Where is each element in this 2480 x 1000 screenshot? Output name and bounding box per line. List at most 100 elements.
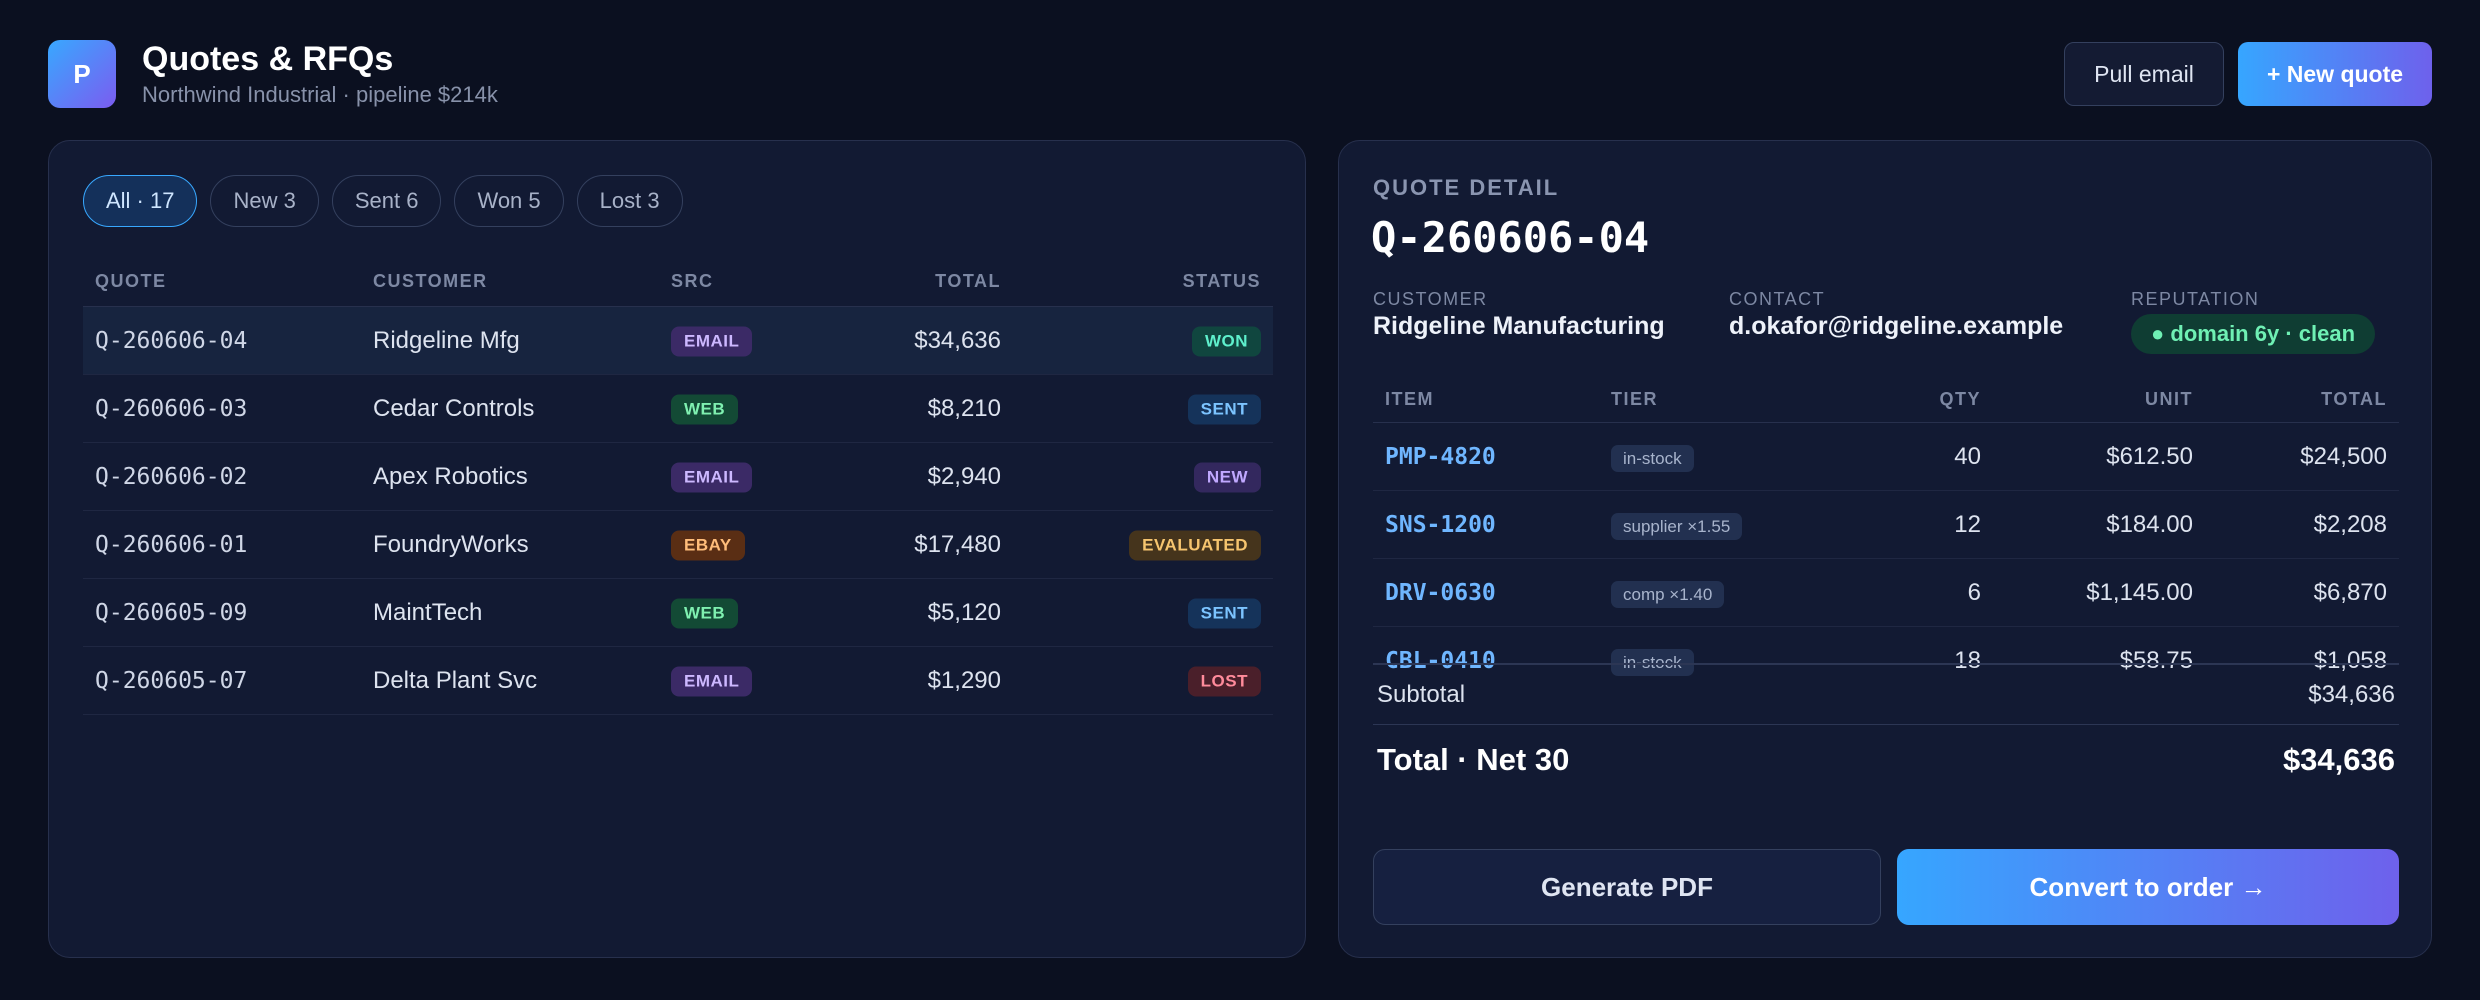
col-qty: QTY: [1939, 389, 1981, 409]
quotes-table-header: QUOTE CUSTOMER SRC TOTAL STATUS: [83, 257, 1273, 307]
detail-section-label: QUOTE DETAIL: [1373, 175, 1560, 200]
customer-name: Apex Robotics: [373, 462, 528, 490]
col-item: ITEM: [1385, 389, 1434, 409]
col-status[interactable]: STATUS: [1182, 271, 1261, 291]
item-unit-price: $58.75: [2119, 647, 2193, 674]
col-total[interactable]: TOTAL: [935, 271, 1001, 291]
table-row[interactable]: Q-260606-01 FoundryWorks EBAY $17,480 EV…: [83, 511, 1273, 579]
source-badge: EMAIL: [671, 462, 753, 492]
source-badge: EMAIL: [671, 666, 753, 696]
item-line-total: $24,500: [2300, 442, 2387, 470]
generate-pdf-button[interactable]: Generate PDF: [1373, 849, 1881, 925]
status-badge: LOST: [1187, 666, 1261, 696]
col-src[interactable]: SRC: [671, 271, 714, 291]
item-line-total: $6,870: [2313, 578, 2387, 606]
item-unit-price: $1,145.00: [2086, 578, 2193, 606]
quote-total: $5,120: [927, 598, 1001, 626]
customer-name: Delta Plant Svc: [373, 666, 538, 694]
tier-badge: in-stock: [1611, 444, 1694, 472]
filter-won[interactable]: Won 5: [454, 175, 564, 227]
detail-quote-id: Q-260606-04: [1371, 213, 1650, 262]
line-item-row[interactable]: PMP-4820 in-stock 40 $612.50 $24,500: [1373, 423, 2399, 491]
source-badge: EBAY: [671, 530, 745, 560]
quote-id: Q-260606-02: [95, 463, 248, 490]
item-unit-price: $612.50: [2106, 442, 2193, 470]
item-qty: 40: [1954, 442, 1981, 470]
item-sku[interactable]: DRV-0630: [1385, 579, 1496, 606]
subtotal-value: $34,636: [2308, 680, 2395, 708]
filter-new[interactable]: New 3: [210, 175, 319, 227]
status-badge: WON: [1191, 326, 1261, 356]
table-row[interactable]: Q-260605-09 MaintTech WEB $5,120 SENT: [83, 579, 1273, 647]
item-sku[interactable]: PMP-4820: [1385, 443, 1496, 470]
customer-meta: CUSTOMER Ridgeline Manufacturing: [1373, 289, 1665, 341]
quote-total: $8,210: [927, 394, 1001, 422]
item-line-total: $2,208: [2313, 510, 2387, 538]
source-badge: EMAIL: [671, 326, 753, 356]
pull-email-button[interactable]: Pull email: [2064, 42, 2224, 106]
line-item-row[interactable]: SNS-1200 supplier ×1.55 12 $184.00 $2,20…: [1373, 491, 2399, 559]
col-quote[interactable]: QUOTE: [95, 271, 167, 291]
app-logo: P: [48, 40, 116, 108]
col-customer[interactable]: CUSTOMER: [373, 271, 488, 291]
status-filters: All · 17 New 3 Sent 6 Won 5 Lost 3: [83, 175, 683, 227]
quote-id: Q-260605-09: [95, 599, 248, 626]
line-item-row[interactable]: DRV-0630 comp ×1.40 6 $1,145.00 $6,870: [1373, 559, 2399, 627]
tier-badge: supplier ×1.55: [1611, 512, 1743, 540]
col-line-total: TOTAL: [2321, 389, 2387, 409]
customer-name: Cedar Controls: [373, 394, 535, 422]
quote-id: Q-260606-01: [95, 531, 248, 558]
status-badge: NEW: [1193, 462, 1261, 492]
tier-badge: in-stock: [1611, 649, 1694, 676]
page-header: P Quotes & RFQs Northwind Industrial · p…: [48, 40, 2432, 110]
quote-id: Q-260606-03: [95, 395, 248, 422]
status-badge: SENT: [1187, 394, 1261, 424]
status-badge: SENT: [1187, 598, 1261, 628]
quote-total: $2,940: [927, 462, 1001, 490]
item-line-total: $1,058: [2313, 647, 2387, 674]
filter-lost[interactable]: Lost 3: [576, 175, 683, 227]
item-sku[interactable]: CBL-0410: [1385, 648, 1496, 674]
quotes-list-panel: All · 17 New 3 Sent 6 Won 5 Lost 3 QUOTE…: [48, 140, 1306, 958]
status-badge: EVALUATED: [1129, 530, 1261, 560]
reputation-meta: REPUTATION ● domain 6y · clean: [2131, 289, 2376, 354]
item-qty: 12: [1954, 510, 1981, 538]
col-unit: UNIT: [2145, 389, 2193, 409]
contact-value[interactable]: d.okafor@ridgeline.example: [1729, 312, 2064, 340]
contact-meta: CONTACT d.okafor@ridgeline.example: [1729, 289, 2063, 341]
total-label: Total · Net 30: [1377, 742, 1570, 777]
col-tier: TIER: [1611, 389, 1659, 409]
customer-label: CUSTOMER: [1373, 289, 1488, 309]
new-quote-button[interactable]: + New quote: [2238, 42, 2432, 106]
contact-label: CONTACT: [1729, 289, 1826, 309]
total-value: $34,636: [2282, 742, 2395, 777]
page-subtitle: Northwind Industrial · pipeline $214k: [142, 82, 498, 107]
source-badge: WEB: [671, 394, 739, 424]
line-item-row[interactable]: CBL-0410 in-stock 18 $58.75 $1,058: [1373, 627, 2399, 695]
total-row: Total · Net 30 $34,636: [1373, 725, 2399, 795]
reputation-label: REPUTATION: [2131, 289, 2260, 309]
filter-all[interactable]: All · 17: [83, 175, 198, 227]
customer-name: Ridgeline Mfg: [373, 326, 520, 354]
quote-id: Q-260605-07: [95, 667, 248, 694]
item-qty: 6: [1967, 578, 1981, 606]
table-row[interactable]: Q-260606-03 Cedar Controls WEB $8,210 SE…: [83, 375, 1273, 443]
customer-name: FoundryWorks: [373, 530, 529, 558]
page-title: Quotes & RFQs: [142, 40, 394, 78]
line-items-table: ITEM TIER QTY UNIT TOTAL PMP-4820 in-sto…: [1373, 373, 2399, 695]
reputation-badge: ● domain 6y · clean: [2131, 314, 2376, 354]
table-row[interactable]: Q-260605-07 Delta Plant Svc EMAIL $1,290…: [83, 647, 1273, 715]
item-unit-price: $184.00: [2106, 510, 2193, 538]
table-row[interactable]: Q-260606-02 Apex Robotics EMAIL $2,940 N…: [83, 443, 1273, 511]
quotes-table: QUOTE CUSTOMER SRC TOTAL STATUS Q-260606…: [83, 257, 1273, 715]
quote-detail-panel: QUOTE DETAIL Q-260606-04 CUSTOMER Ridgel…: [1338, 140, 2432, 958]
customer-value: Ridgeline Manufacturing: [1373, 312, 1665, 340]
line-items-header: ITEM TIER QTY UNIT TOTAL: [1373, 373, 2399, 423]
item-sku[interactable]: SNS-1200: [1385, 511, 1496, 538]
quote-total: $1,290: [927, 666, 1001, 694]
subtotal-label: Subtotal: [1377, 680, 1466, 708]
convert-to-order-button[interactable]: Convert to order →: [1897, 849, 2399, 925]
tier-badge: comp ×1.40: [1611, 580, 1725, 608]
filter-sent[interactable]: Sent 6: [331, 175, 442, 227]
table-row[interactable]: Q-260606-04 Ridgeline Mfg EMAIL $34,636 …: [83, 307, 1273, 375]
